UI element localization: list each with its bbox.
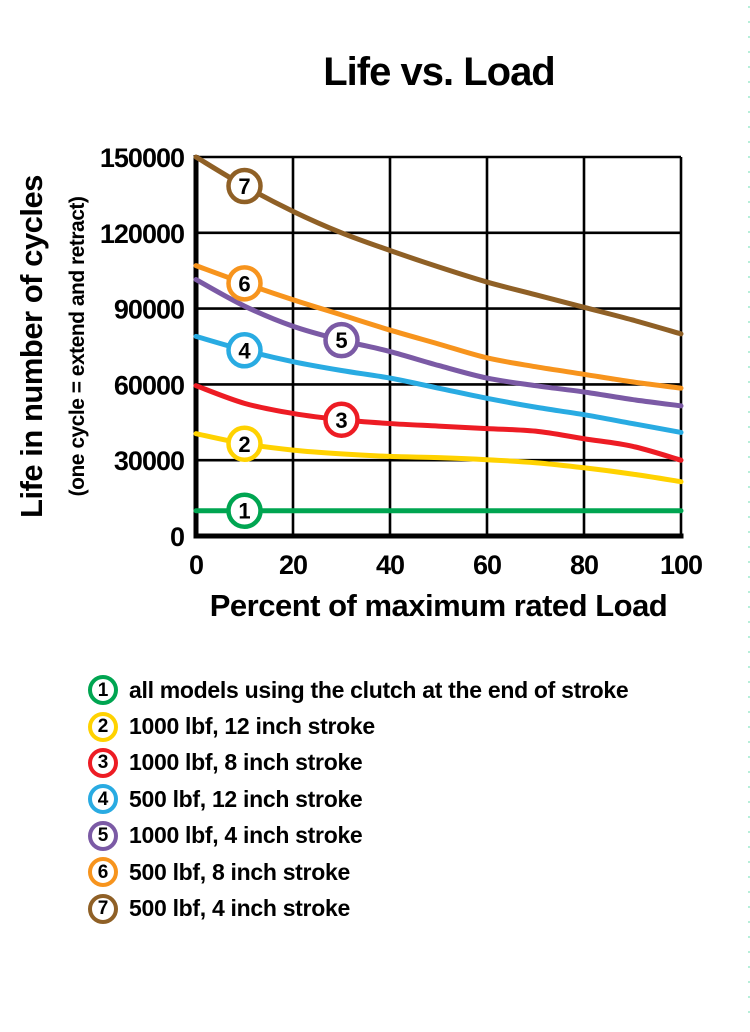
curve-badge-2 [226,425,263,463]
curve-badge-1 [226,492,263,529]
legend-label-3: 1000 lbf, 8 inch stroke [129,749,363,776]
curve-badge-7 [226,167,263,205]
legend-label-5: 1000 lbf, 4 inch stroke [129,822,363,849]
y-tick-label-150000: 150000 [100,143,184,173]
y-tick-label-30000: 30000 [114,446,184,476]
legend-item-2: 2 1000 lbf, 12 inch stroke [88,708,628,744]
curve-4 [193,333,684,435]
x-tick-label-40: 40 [376,550,404,580]
legend-label-6: 500 lbf, 8 inch stroke [129,858,350,885]
y-tick-label-120000: 120000 [100,219,184,249]
legend-item-6: 6 500 lbf, 8 inch stroke [88,854,628,890]
curve-badge-6 [226,265,263,302]
legend-badge-number-7: 7 [97,898,109,920]
legend-item-4: 4 500 lbf, 12 inch stroke [88,781,628,817]
curve-badge-number-3: 3 [335,408,347,433]
curve-badge-4 [226,332,263,369]
legend-badge-6: 6 [88,857,118,888]
legend-label-1: all models using the clutch at the end o… [129,676,629,703]
legend-badge-3: 3 [88,747,118,778]
chart-legend: 1 all models using the clutch at the end… [88,672,629,927]
y-tick-label-60000: 60000 [114,370,184,400]
y-tick-label-90000: 90000 [114,295,184,325]
curve-badge-number-1: 1 [238,499,250,524]
legend-badge-5: 5 [88,820,118,851]
x-tick-label-0: 0 [189,550,203,580]
curve-badge-number-7: 7 [238,174,250,199]
curve-7 [193,154,684,337]
legend-badge-number-5: 5 [97,825,109,847]
curve-badge-number-2: 2 [238,432,250,457]
curve-2 [193,431,684,485]
x-axis-title: Percent of maximum rated Load [210,588,668,623]
legend-item-3: 3 1000 lbf, 8 inch stroke [88,745,628,781]
x-tick-label-80: 80 [570,550,598,580]
legend-item-5: 5 1000 lbf, 4 inch stroke [88,818,628,854]
legend-badge-number-2: 2 [97,716,109,738]
chart-title: Life vs. Load [323,50,556,94]
legend-label-4: 500 lbf, 12 inch stroke [129,785,363,812]
x-tick-label-20: 20 [279,550,307,580]
curve-6 [193,263,684,391]
legend-badge-number-1: 1 [97,679,109,701]
legend-badge-number-4: 4 [97,788,109,810]
legend-item-1: 1 all models using the clutch at the end… [88,672,629,708]
legend-label-2: 1000 lbf, 12 inch stroke [129,713,375,740]
curve-3 [193,383,684,463]
legend-badge-2: 2 [88,711,118,742]
legend-badge-4: 4 [88,784,118,815]
curve-badge-number-4: 4 [238,338,251,363]
legend-badge-number-3: 3 [97,752,109,774]
y-axis-subtitle: (one cycle = extend and retract) [66,197,89,497]
x-tick-label-60: 60 [473,550,501,580]
x-tick-label-100: 100 [660,550,702,580]
legend-item-7: 7 500 lbf, 4 inch stroke [88,890,628,926]
legend-badge-7: 7 [88,893,118,924]
curve-badge-number-5: 5 [335,328,347,353]
life-vs-load-chart: 0 30000 60000 90000 120000 150000 0 20 40 60 80 100… [14,143,703,623]
legend-badge-number-6: 6 [97,861,109,883]
y-axis-title: Life in number of cycles [14,175,49,518]
curve-5 [193,277,684,409]
curve-badge-5 [323,321,360,359]
legend-badge-1: 1 [88,675,118,706]
legend-label-7: 500 lbf, 4 inch stroke [129,895,350,922]
curve-badge-3 [323,401,360,439]
page-edge-dots [748,6,750,1026]
y-tick-label-0: 0 [170,522,184,552]
curve-badge-number-6: 6 [238,271,250,296]
